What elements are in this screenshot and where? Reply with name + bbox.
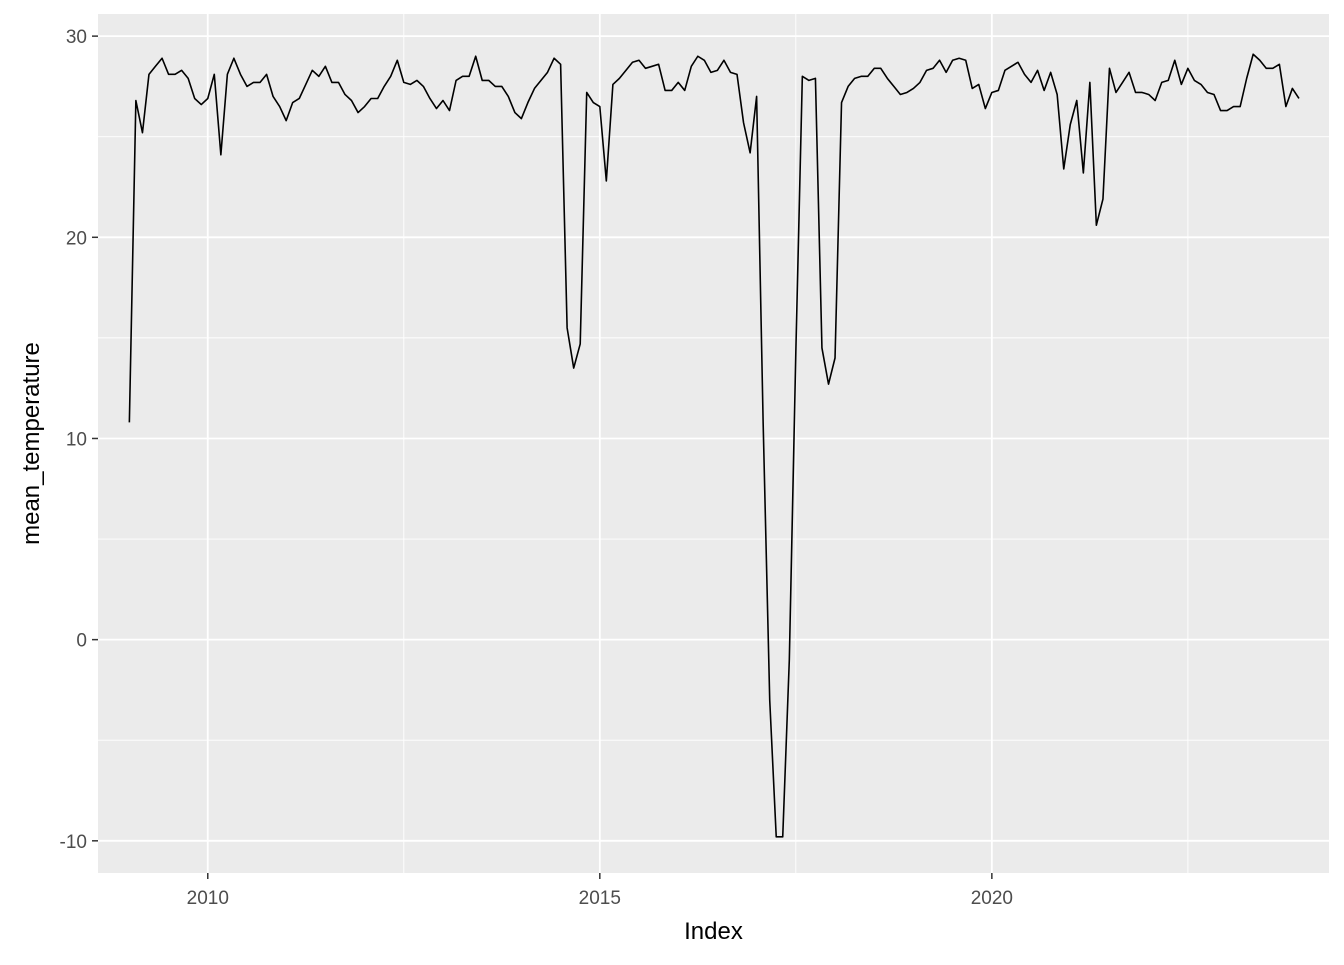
y-tick-label: 20 — [66, 228, 87, 249]
x-tick-label: 2010 — [187, 888, 229, 909]
y-tick-label: -10 — [60, 832, 87, 853]
x-tick-label: 2020 — [971, 888, 1013, 909]
y-tick-label: 30 — [66, 27, 87, 48]
x-axis-title: Index — [684, 918, 743, 945]
plot-panel — [98, 14, 1329, 873]
x-tick-label: 2015 — [579, 888, 621, 909]
y-axis-title: mean_temperature — [18, 342, 45, 545]
major-grid — [98, 14, 1329, 873]
minor-grid — [98, 14, 1329, 873]
series-layer — [128, 53, 1300, 838]
y-tick-label: 0 — [76, 631, 87, 652]
series-line-0 — [128, 53, 1300, 838]
x-axis-ticks: 2010 2015 2020 — [187, 873, 1013, 909]
y-axis-ticks: -10 0 10 20 30 — [60, 27, 98, 853]
y-tick-label: 10 — [66, 429, 87, 450]
